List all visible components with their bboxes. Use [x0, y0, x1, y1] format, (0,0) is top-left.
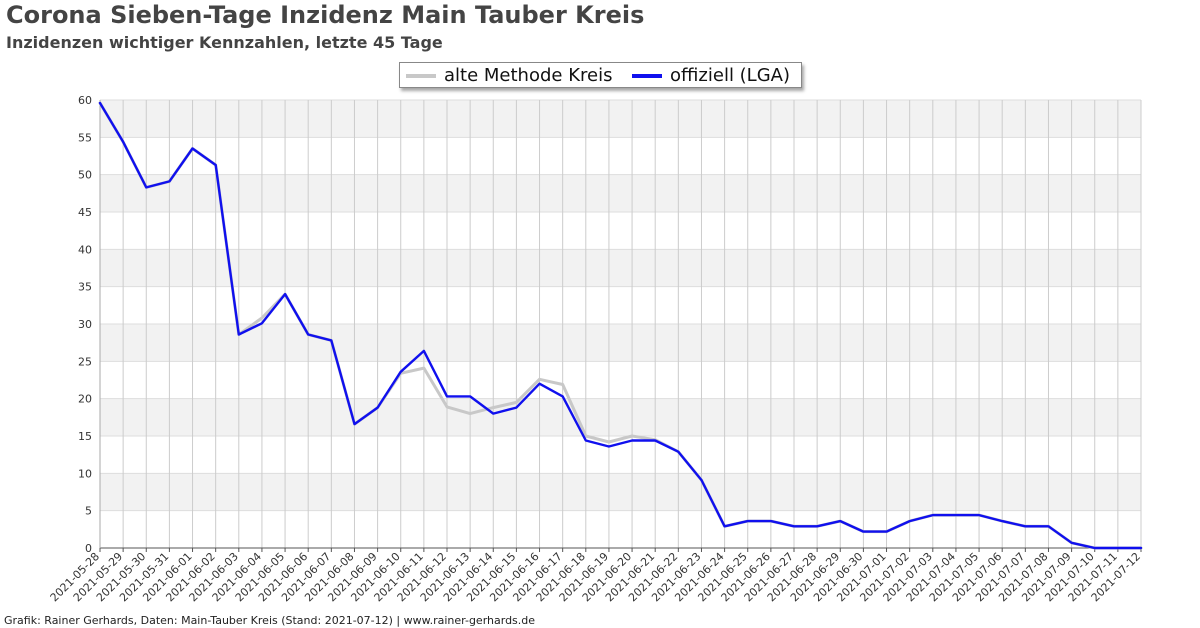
legend-label-alte-methode: alte Methode Kreis — [444, 65, 613, 86]
y-tick-labels: 0 5 10 15 20 25 30 35 40 45 50 55 60 — [78, 94, 92, 555]
y-tick-label: 15 — [78, 430, 92, 443]
grid-band — [100, 249, 1141, 287]
y-tick-label: 20 — [78, 393, 92, 406]
legend-item-offiziell: offiziell (LGA) — [632, 65, 790, 86]
y-tick-label: 35 — [78, 281, 92, 294]
y-tick-label: 55 — [78, 131, 92, 144]
legend-swatch-alte-methode — [406, 73, 436, 78]
chart-subtitle: Inzidenzen wichtiger Kennzahlen, letzte … — [6, 33, 443, 52]
y-tick-label: 25 — [78, 355, 92, 368]
legend-item-alte-methode: alte Methode Kreis — [406, 65, 612, 86]
x-tick-labels: 2021-05-282021-05-292021-05-302021-05-31… — [48, 550, 1143, 604]
y-tick-label: 10 — [78, 467, 92, 480]
series-lines — [98, 101, 1143, 550]
footer-credits: Grafik: Rainer Gerhards, Daten: Main-Tau… — [4, 614, 536, 627]
y-tick-label: 50 — [78, 169, 92, 182]
grid-band — [100, 398, 1141, 436]
legend: alte Methode Kreis offiziell (LGA) — [399, 62, 802, 88]
grid-band — [100, 100, 1141, 138]
y-tick-label: 45 — [78, 206, 92, 219]
y-tick-label: 60 — [78, 94, 92, 107]
series-line-offiziell — [98, 101, 1143, 550]
chart-title: Corona Sieben-Tage Inzidenz Main Tauber … — [6, 1, 645, 29]
y-tick-label: 30 — [78, 318, 92, 331]
legend-swatch-offiziell — [632, 73, 662, 78]
grid-band — [100, 324, 1141, 362]
grid-band — [100, 174, 1141, 212]
plot-background — [100, 100, 1141, 511]
y-tick-label: 0 — [85, 542, 92, 555]
axes — [99, 100, 1142, 552]
grid-band — [100, 473, 1141, 511]
y-tick-label: 5 — [85, 505, 92, 518]
y-tick-label: 40 — [78, 243, 92, 256]
legend-label-offiziell: offiziell (LGA) — [670, 65, 790, 86]
